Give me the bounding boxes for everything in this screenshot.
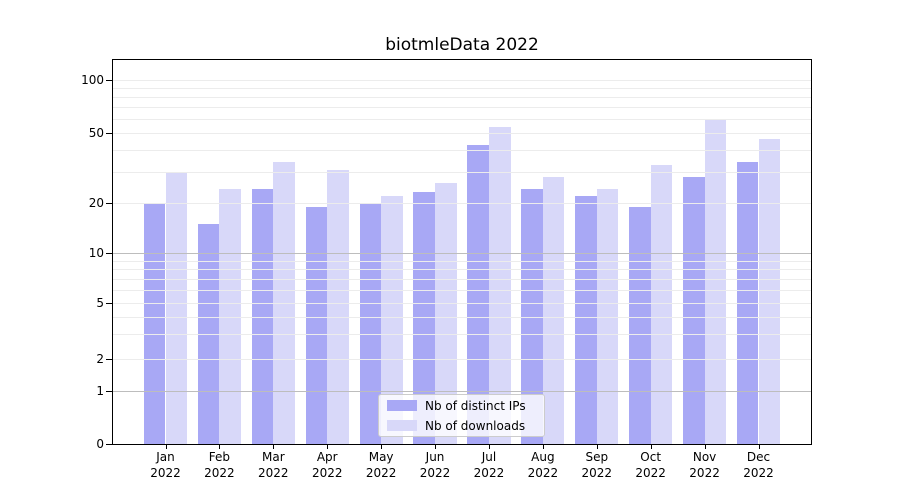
y-tick-mark bbox=[106, 253, 112, 254]
y-tick-label: 10 bbox=[88, 246, 104, 260]
y-tick-label: 2 bbox=[96, 352, 104, 366]
y-tick-mark bbox=[106, 203, 112, 204]
bar-downloads bbox=[381, 195, 403, 444]
bar-distinct-ips bbox=[143, 203, 166, 444]
y-tick-label: 0 bbox=[96, 437, 104, 451]
x-tick-label: May 2022 bbox=[365, 450, 397, 480]
minor-gridline bbox=[113, 80, 811, 81]
legend-item-downloads: Nb of downloads bbox=[379, 416, 544, 436]
minor-gridline bbox=[113, 261, 811, 262]
x-tick-mark bbox=[596, 445, 598, 449]
x-tick-mark bbox=[704, 445, 706, 449]
minor-gridline bbox=[113, 133, 811, 134]
bar-downloads bbox=[758, 139, 781, 444]
y-tick-mark bbox=[106, 391, 112, 392]
y-tick-mark bbox=[106, 133, 112, 134]
x-tick-mark bbox=[758, 445, 760, 449]
minor-gridline bbox=[113, 334, 811, 335]
minor-gridline bbox=[113, 97, 811, 98]
minor-gridline bbox=[113, 88, 811, 89]
x-tick-label: Sep 2022 bbox=[581, 450, 613, 480]
x-tick-label: Nov 2022 bbox=[689, 450, 720, 480]
minor-gridline bbox=[113, 269, 811, 270]
bar-distinct-ips bbox=[521, 189, 543, 444]
x-tick-label: Oct 2022 bbox=[635, 450, 666, 480]
bar-distinct-ips bbox=[467, 144, 489, 444]
x-tick-mark bbox=[327, 445, 329, 449]
bar-distinct-ips bbox=[197, 223, 220, 444]
bar-downloads bbox=[488, 127, 511, 444]
x-tick-mark bbox=[542, 445, 544, 449]
x-tick-mark bbox=[381, 445, 383, 449]
bar-distinct-ips bbox=[305, 206, 328, 444]
minor-gridline bbox=[113, 290, 811, 291]
bar-downloads bbox=[542, 177, 565, 444]
minor-gridline bbox=[113, 172, 811, 173]
x-tick-label: Dec 2022 bbox=[743, 450, 774, 480]
x-tick-mark bbox=[488, 445, 490, 449]
bar-distinct-ips bbox=[682, 177, 705, 444]
x-tick-label: Aug 2022 bbox=[527, 450, 559, 480]
bar-distinct-ips bbox=[251, 189, 274, 444]
x-tick-mark bbox=[219, 445, 221, 449]
bar-downloads bbox=[435, 182, 457, 444]
legend-label: Nb of downloads bbox=[425, 418, 526, 433]
y-tick-label: 100 bbox=[81, 73, 104, 87]
minor-gridline bbox=[113, 107, 811, 108]
legend-swatch-downloads-icon bbox=[387, 420, 417, 431]
minor-gridline bbox=[113, 203, 811, 204]
x-tick-label: Jun 2022 bbox=[419, 450, 451, 480]
x-tick-mark bbox=[650, 445, 652, 449]
minor-gridline bbox=[113, 279, 811, 280]
y-tick-mark bbox=[106, 444, 112, 445]
x-tick-label: Apr 2022 bbox=[311, 450, 343, 480]
bar-distinct-ips bbox=[575, 195, 597, 444]
y-tick-label: 50 bbox=[88, 126, 104, 140]
bar-downloads bbox=[596, 189, 619, 444]
minor-gridline bbox=[113, 119, 811, 120]
minor-gridline bbox=[113, 317, 811, 318]
legend: Nb of distinct IPs Nb of downloads bbox=[378, 394, 545, 437]
x-tick-label: Jan 2022 bbox=[150, 450, 181, 480]
legend-swatch-ips-icon bbox=[387, 400, 417, 411]
x-tick-label: Jul 2022 bbox=[473, 450, 505, 480]
minor-gridline bbox=[113, 359, 811, 360]
bar-downloads bbox=[327, 169, 349, 444]
legend-item-distinct-ips: Nb of distinct IPs bbox=[379, 396, 544, 416]
bar-distinct-ips bbox=[359, 203, 382, 444]
bar-distinct-ips bbox=[629, 206, 651, 444]
y-tick-mark bbox=[106, 80, 112, 81]
major-gridline bbox=[113, 253, 811, 254]
major-gridline bbox=[113, 391, 811, 392]
x-tick-label: Mar 2022 bbox=[258, 450, 289, 480]
bar-downloads bbox=[650, 164, 673, 444]
bar-distinct-ips bbox=[413, 192, 436, 444]
y-tick-label: 1 bbox=[96, 384, 104, 398]
legend-label: Nb of distinct IPs bbox=[425, 398, 526, 413]
bar-downloads bbox=[165, 172, 188, 444]
y-tick-label: 5 bbox=[96, 296, 104, 310]
y-tick-mark bbox=[106, 359, 112, 360]
x-tick-label: Feb 2022 bbox=[204, 450, 235, 480]
minor-gridline bbox=[113, 303, 811, 304]
x-tick-mark bbox=[435, 445, 437, 449]
minor-gridline bbox=[113, 150, 811, 151]
bar-downloads bbox=[219, 189, 241, 444]
x-tick-mark bbox=[165, 445, 167, 449]
y-tick-mark bbox=[106, 303, 112, 304]
x-tick-mark bbox=[273, 445, 275, 449]
y-tick-label: 20 bbox=[88, 196, 104, 210]
chart-title: biotmleData 2022 bbox=[385, 35, 539, 55]
bar-downloads bbox=[704, 120, 727, 444]
